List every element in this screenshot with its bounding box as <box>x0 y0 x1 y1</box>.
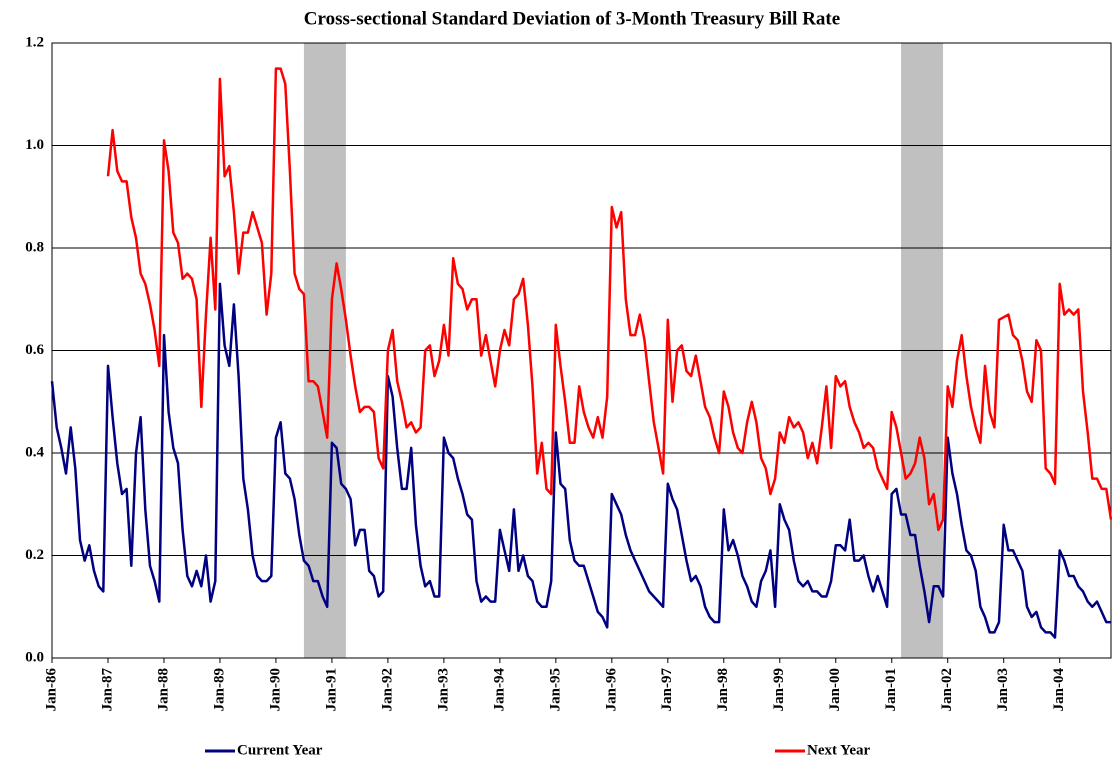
y-tick-label: 0.0 <box>25 649 44 665</box>
legend-label: Next Year <box>807 742 871 758</box>
data-line <box>106 67 1112 532</box>
y-tick-label: 0.2 <box>25 547 44 563</box>
y-tick-label: 1.2 <box>25 34 44 50</box>
x-tick-label: Jan-04 <box>1051 668 1067 712</box>
x-tick-label: Jan-90 <box>267 668 283 711</box>
x-tick-label: Jan-89 <box>211 668 227 711</box>
y-tick-label: 0.4 <box>25 444 44 460</box>
x-tick-label: Jan-99 <box>771 668 787 711</box>
chart-title: Cross-sectional Standard Deviation of 3-… <box>304 8 840 29</box>
x-tick-label: Jan-94 <box>491 668 507 712</box>
y-tick-label: 1.0 <box>25 137 44 153</box>
x-tick-label: Jan-92 <box>379 668 395 711</box>
x-tick-label: Jan-00 <box>827 668 843 711</box>
x-tick-label: Jan-95 <box>547 668 563 711</box>
x-tick-label: Jan-91 <box>323 668 339 711</box>
data-line <box>50 282 1111 639</box>
y-tick-label: 0.6 <box>25 342 44 358</box>
x-tick-label: Jan-97 <box>659 668 675 712</box>
x-tick-label: Jan-88 <box>155 668 171 711</box>
x-tick-label: Jan-98 <box>715 668 731 711</box>
x-tick-label: Jan-03 <box>995 668 1011 711</box>
y-tick-label: 0.8 <box>25 239 44 255</box>
legend-label: Current Year <box>237 742 323 758</box>
x-tick-label: Jan-87 <box>99 668 115 712</box>
x-tick-label: Jan-01 <box>883 668 899 711</box>
plot-border <box>51 42 1112 659</box>
x-tick-label: Jan-93 <box>435 668 451 711</box>
x-tick-label: Jan-96 <box>603 668 619 712</box>
x-tick-label: Jan-86 <box>43 668 59 712</box>
x-tick-label: Jan-02 <box>939 668 955 711</box>
